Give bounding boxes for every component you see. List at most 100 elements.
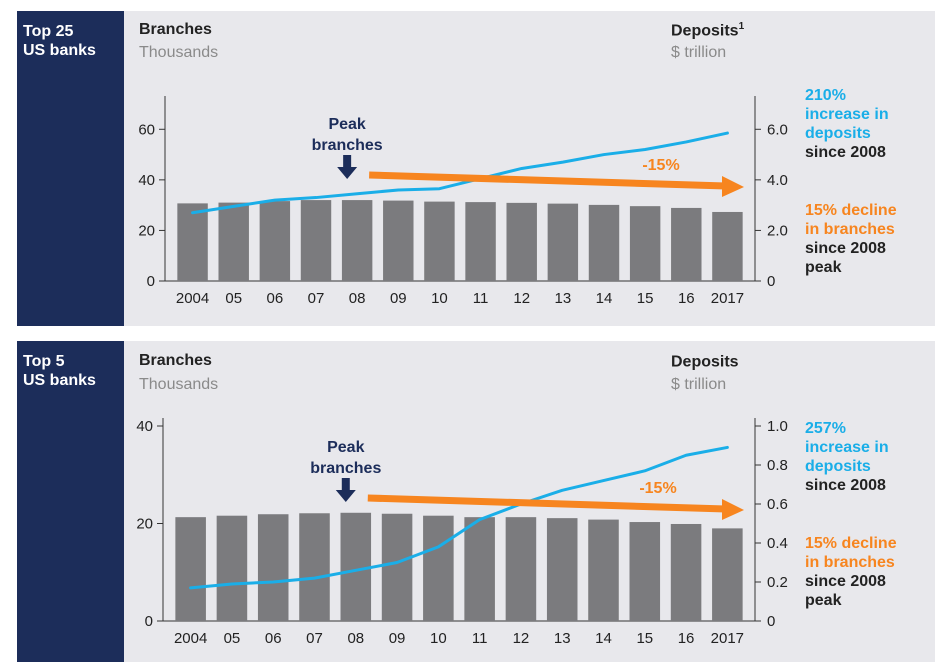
- x-tick-label: 06: [267, 290, 284, 307]
- left-axis-unit: Thousands: [139, 44, 219, 61]
- chart-top5: 0 20 40 0 0.2 0.4 0.6 0.8 1.0 2004 05 06 07 08 09 10 11 1…: [136, 418, 788, 647]
- panel-label: Top 5 US banks: [23, 353, 96, 389]
- left-axis-title: Branches: [139, 21, 212, 38]
- branch-bar: [423, 515, 454, 621]
- peak-branches-label: Peak: [327, 439, 364, 456]
- x-tick-label: 16: [678, 290, 695, 307]
- branch-bar: [712, 211, 743, 281]
- x-tick-label: 14: [596, 290, 613, 307]
- right-tick-label: 0.8: [767, 457, 788, 474]
- branch-bar: [547, 203, 579, 281]
- x-tick-label: 13: [554, 630, 571, 647]
- branch-bar: [546, 518, 578, 621]
- peak-arrow-head: [337, 167, 358, 179]
- right-axis-title-text: Deposits: [671, 353, 739, 371]
- branch-bar: [177, 203, 208, 281]
- branch-bar: [381, 513, 413, 621]
- x-tick-label: 07: [308, 290, 325, 307]
- branches-note: 15% decline in branches since 2008 peak: [805, 201, 935, 277]
- x-tick-label: 09: [390, 290, 407, 307]
- branch-bar: [424, 201, 455, 281]
- x-tick-label: 13: [555, 290, 572, 307]
- branches-decline-text: 15% decline in branches: [805, 535, 897, 571]
- right-tick-label: 0: [767, 273, 775, 290]
- branch-bar: [670, 523, 702, 621]
- panel-label: Top 25 US banks: [23, 23, 96, 59]
- branch-bar: [216, 515, 248, 621]
- right-tick-label: 0.6: [767, 496, 788, 513]
- peak-arrow-head: [335, 490, 356, 502]
- x-tick-label: 12: [513, 630, 530, 647]
- x-tick-label: 07: [306, 630, 323, 647]
- x-tick-label: 2004: [174, 630, 207, 647]
- x-tick-label: 12: [513, 290, 530, 307]
- right-axis-title: Deposits1: [671, 21, 744, 40]
- branch-bar: [629, 522, 661, 621]
- right-axis-unit: $ trillion: [671, 376, 727, 393]
- branch-bar: [464, 517, 495, 621]
- decline-arrow-shaft: [369, 171, 727, 190]
- deposits-line: [189, 445, 729, 590]
- x-tick-label: 15: [636, 630, 653, 647]
- right-tick-label: 1.0: [767, 418, 788, 435]
- x-tick-label: 06: [265, 630, 282, 647]
- branch-bar: [175, 517, 206, 621]
- branch-bar: [588, 204, 620, 281]
- branches-decline-text: 15% decline in branches: [805, 202, 897, 238]
- deposits-since-text: since 2008: [805, 144, 886, 161]
- x-tick-label: 10: [430, 630, 447, 647]
- branch-bar: [506, 202, 537, 281]
- x-tick-label: 08: [347, 630, 364, 647]
- branch-bar: [383, 200, 414, 281]
- right-axis-title-text: Deposits: [671, 22, 739, 40]
- peak-branches-label: branches: [312, 137, 383, 154]
- branches-since-text: since 2008 peak: [805, 240, 886, 276]
- decline-arrow-head: [722, 499, 744, 520]
- right-tick-label: 0.4: [767, 535, 788, 552]
- peak-arrow-shaft: [341, 478, 350, 490]
- deposits-since-text: since 2008: [805, 477, 886, 494]
- right-tick-label: 2.0: [767, 222, 788, 239]
- right-tick-label: 0: [767, 613, 775, 630]
- decline-arrow-shaft: [367, 494, 727, 513]
- branch-bar: [341, 200, 373, 281]
- left-tick-label: 0: [145, 613, 153, 630]
- deposits-note: 257% increase in deposits since 2008: [805, 419, 935, 495]
- x-tick-label: 2017: [711, 630, 744, 647]
- x-tick-label: 10: [431, 290, 448, 307]
- x-tick-label: 15: [637, 290, 654, 307]
- branch-bar: [300, 200, 332, 281]
- x-tick-label: 05: [224, 630, 241, 647]
- deposits-increase-text: 257% increase in deposits: [805, 420, 889, 475]
- x-tick-label: 14: [595, 630, 612, 647]
- branch-bar: [299, 513, 330, 621]
- right-axis-title: Deposits: [671, 352, 739, 371]
- panel-side-label: Top 5 US banks: [17, 341, 124, 662]
- chart-top25: 0 20 40 60 0 2.0 4.0 6.0 2004 05 06 07 08 09 10 11 12 13 1…: [138, 96, 788, 307]
- left-axis-unit: Thousands: [139, 376, 219, 393]
- branch-bar: [629, 206, 661, 281]
- branch-bar: [465, 202, 496, 281]
- branch-bar: [505, 517, 537, 621]
- x-tick-label: 2017: [711, 290, 744, 307]
- x-tick-label: 11: [472, 630, 488, 647]
- left-tick-label: 20: [138, 222, 155, 239]
- right-tick-label: 4.0: [767, 172, 788, 189]
- peak-branches-label: Peak: [328, 116, 365, 133]
- left-tick-label: 40: [136, 418, 153, 435]
- peak-branches-label: branches: [310, 460, 381, 477]
- deposits-increase-text: 210% increase in deposits: [805, 87, 889, 142]
- left-axis-title: Branches: [139, 352, 212, 369]
- decline-arrow-head: [722, 176, 744, 197]
- right-tick-label: 6.0: [767, 121, 788, 138]
- panel-side-label: Top 25 US banks: [17, 11, 124, 326]
- left-tick-label: 60: [138, 121, 155, 138]
- branch-bar: [257, 514, 289, 621]
- x-tick-label: 05: [225, 290, 242, 307]
- decline-percent-label: -15%: [639, 480, 676, 497]
- branches-since-text: since 2008 peak: [805, 573, 886, 609]
- peak-arrow-shaft: [343, 155, 352, 167]
- branch-bar: [218, 202, 249, 281]
- x-tick-label: 11: [473, 290, 489, 307]
- branch-bar: [259, 201, 291, 281]
